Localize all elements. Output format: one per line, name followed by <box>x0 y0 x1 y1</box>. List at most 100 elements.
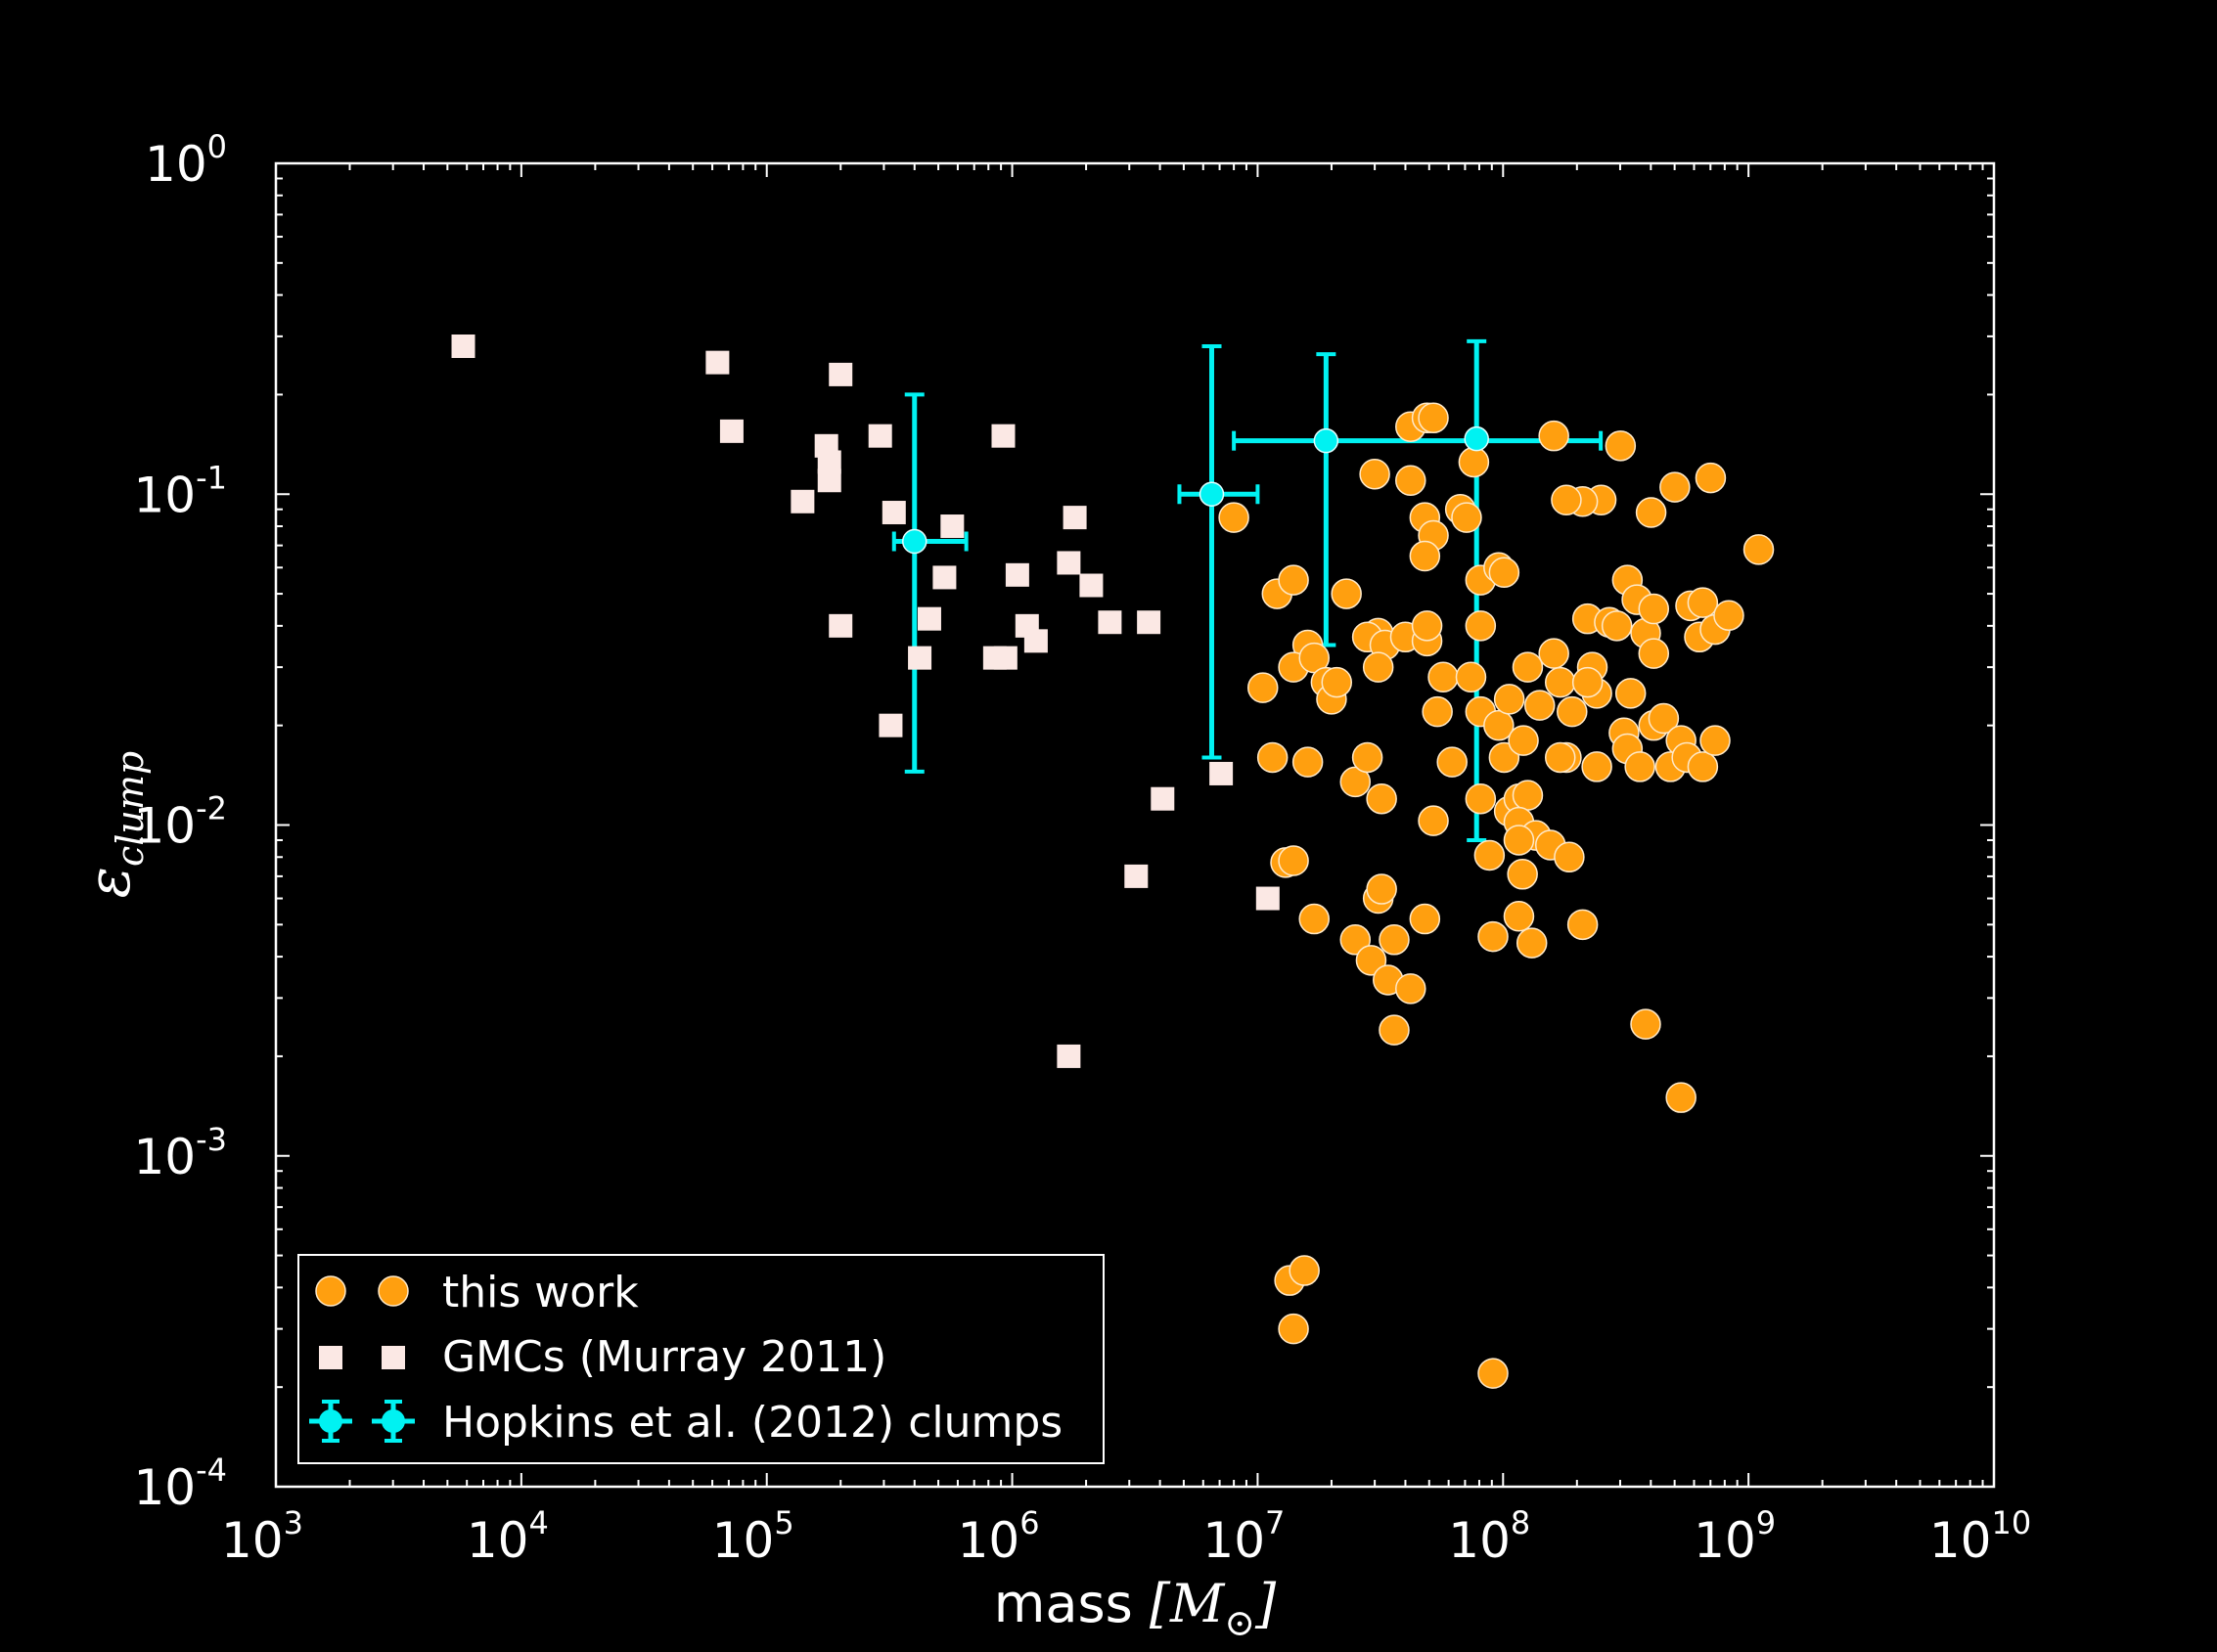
this-work-point <box>1488 557 1520 589</box>
gmc-point <box>1209 761 1234 785</box>
this-work-point <box>1508 725 1539 756</box>
legend-marker-this-work <box>315 1275 346 1307</box>
this-work-point <box>1473 839 1506 871</box>
this-work-point <box>1458 446 1490 478</box>
this-work-point <box>1289 1255 1320 1286</box>
x-tick-label: 108 <box>1448 1504 1530 1569</box>
gmc-point <box>829 362 853 386</box>
gmc-point <box>791 489 815 513</box>
this-work-point <box>1630 1008 1661 1040</box>
gmc-point <box>817 469 841 493</box>
this-work-point <box>1359 458 1390 490</box>
gmc-point <box>879 713 903 737</box>
this-work-point <box>1298 903 1330 935</box>
this-work-point <box>1395 465 1426 496</box>
gmc-point <box>451 334 475 358</box>
gmc-point <box>1063 506 1087 530</box>
this-work-point <box>1366 873 1397 905</box>
this-work-point <box>1551 484 1582 515</box>
this-work-point <box>1465 782 1497 815</box>
this-work-point <box>1351 741 1383 774</box>
this-work-point <box>1256 741 1289 774</box>
this-work-point <box>1544 666 1576 698</box>
this-work-point <box>1366 782 1397 815</box>
gmc-point <box>1151 786 1175 811</box>
x-tick-label: 109 <box>1694 1504 1776 1569</box>
gmc-point <box>705 350 730 375</box>
this-work-point <box>1278 1313 1309 1345</box>
x-axis-label: mass [M⊙] <box>994 1573 1277 1644</box>
x-tick-label: 104 <box>467 1504 549 1569</box>
legend-markers <box>309 1275 415 1443</box>
legend-marker-hopkins <box>382 1409 405 1433</box>
this-work-point <box>1395 973 1426 1005</box>
this-work-point <box>1422 695 1453 728</box>
this-work-point <box>1379 1014 1410 1046</box>
this-work-point <box>1544 741 1576 774</box>
gmc-point <box>932 565 957 590</box>
this-work-point <box>1321 666 1353 698</box>
this-work-point <box>1581 751 1612 782</box>
this-work-point <box>1455 661 1487 692</box>
this-work-point <box>1339 924 1372 956</box>
legend-marker-gmc <box>382 1346 405 1369</box>
this-work-point <box>1512 651 1544 683</box>
this-work-point <box>1571 666 1604 698</box>
this-work-point <box>1566 909 1599 941</box>
this-work-point <box>1635 497 1667 528</box>
this-work-point <box>1477 1358 1509 1389</box>
gmc-point <box>1124 864 1149 888</box>
this-work-point <box>1605 430 1637 462</box>
this-work-point <box>1638 638 1670 669</box>
gmc-point <box>1057 1044 1081 1068</box>
this-work-point <box>1687 587 1719 618</box>
this-work-point <box>1503 901 1535 932</box>
y-axis-label: εclump <box>75 751 152 898</box>
this-work-point <box>1409 903 1441 935</box>
this-work-point <box>1614 678 1647 709</box>
this-work-point <box>1409 540 1441 572</box>
legend: this work GMCs (Murray 2011) Hopkins et … <box>297 1254 1105 1464</box>
this-work-point <box>1246 672 1279 703</box>
gmc-point <box>908 646 932 670</box>
gmc-point <box>917 606 941 631</box>
this-work-point <box>1451 502 1482 533</box>
gmc-point <box>1023 629 1048 653</box>
this-work-point <box>1695 462 1727 494</box>
this-work-point <box>1538 420 1569 452</box>
this-work-point <box>1331 578 1362 609</box>
this-work-point <box>1477 920 1509 953</box>
gmc-point <box>719 419 744 443</box>
this-work-point <box>1601 610 1633 642</box>
this-work-point <box>1659 471 1691 503</box>
gmc-point <box>829 613 853 638</box>
legend-box <box>297 1254 1105 1464</box>
this-work-point <box>1418 805 1449 836</box>
y-tick-label: 100 <box>145 128 227 193</box>
this-work-point <box>1557 695 1588 728</box>
x-tick-label: 1010 <box>1929 1504 2031 1569</box>
gmc-point <box>868 424 892 448</box>
this-work-point <box>1699 725 1731 756</box>
legend-marker-this-work <box>378 1275 409 1307</box>
this-work-point <box>1436 746 1468 778</box>
tick-labels: 103 104 105 106 107 108 109 1010 10-4 10-3 10-2 10-… <box>133 128 2031 1569</box>
y-tick-label: 10-3 <box>133 1121 227 1185</box>
gmc-point <box>1057 551 1081 575</box>
legend-label-hopkins: Hopkins et al. (2012) clumps <box>442 1398 1063 1448</box>
gmc-point <box>1255 886 1280 911</box>
gmc-point <box>1005 562 1029 587</box>
legend-label-this-work: this work <box>442 1268 639 1317</box>
gmc-point <box>1098 610 1122 635</box>
this-work-point <box>1554 841 1585 873</box>
this-work-point <box>1278 564 1309 596</box>
this-work-point <box>1648 702 1680 735</box>
this-work-point <box>1507 859 1538 890</box>
this-work-point <box>1665 1082 1697 1113</box>
this-work-point <box>1418 402 1449 434</box>
this-work-point <box>1687 751 1719 782</box>
gmc-point <box>882 501 906 525</box>
this-work-point <box>1638 593 1670 625</box>
this-work-point <box>1713 600 1744 631</box>
